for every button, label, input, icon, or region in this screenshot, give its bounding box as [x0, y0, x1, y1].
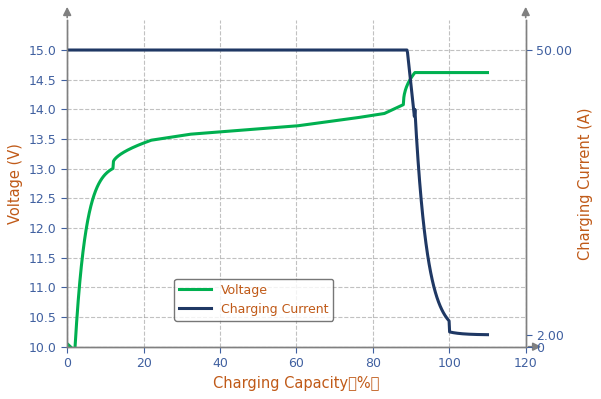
Line: Charging Current: Charging Current	[67, 50, 487, 335]
X-axis label: Charging Capacity（%）: Charging Capacity（%）	[213, 376, 380, 391]
Y-axis label: Charging Current (A): Charging Current (A)	[578, 107, 593, 260]
Charging Current	[331, 47, 338, 52]
Charging Current	[484, 332, 491, 337]
Voltage	[332, 119, 339, 123]
Y-axis label: Voltage (V): Voltage (V)	[8, 143, 23, 224]
Voltage	[383, 110, 390, 115]
Voltage	[64, 341, 71, 346]
Voltage	[411, 70, 418, 75]
Legend: Voltage, Charging Current: Voltage, Charging Current	[174, 279, 333, 321]
Line: Voltage: Voltage	[67, 73, 487, 351]
Voltage	[484, 70, 491, 75]
Voltage	[319, 120, 326, 125]
Charging Current	[308, 47, 315, 52]
Charging Current	[319, 47, 326, 52]
Voltage	[71, 348, 78, 353]
Charging Current	[64, 47, 71, 52]
Voltage	[427, 70, 434, 75]
Charging Current	[90, 47, 97, 52]
Charging Current	[382, 47, 389, 52]
Voltage	[308, 122, 316, 126]
Charging Current	[426, 261, 433, 266]
Voltage	[90, 194, 97, 199]
